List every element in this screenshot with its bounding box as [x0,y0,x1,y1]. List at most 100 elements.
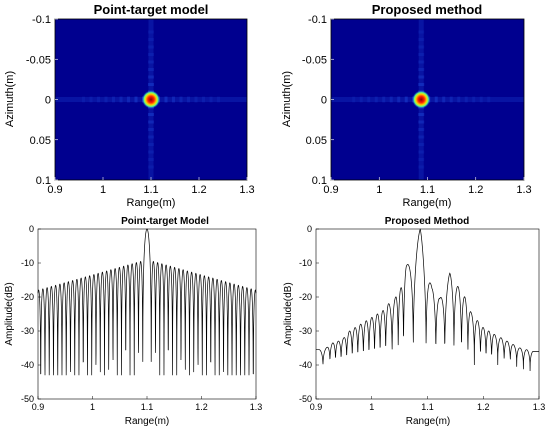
azimuth-sidelobe [418,75,425,79]
y-tick-label: 0 [29,224,34,234]
y-tick-label: 0.1 [312,175,327,187]
y-tick-label: 0.05 [306,135,327,147]
y-tick-label: -10 [299,258,312,268]
heatmap-title: Proposed method [372,2,483,17]
y-tick-label: -30 [299,326,312,336]
y-tick-label: -10 [21,258,34,268]
range-sidelobe [187,96,190,103]
heatmap-panel-point-target: Point-target model 0.9 1 1.1 1.2 1.3 -0.1 -0.0… [4,2,255,209]
heatmap-ylabel: Azimuth(m) [4,71,16,127]
azimuth-sidelobe [418,120,425,124]
line-content [316,228,539,371]
azimuth-sidelobe [148,38,154,41]
range-sidelobe [179,96,183,103]
azimuth-sidelobe [148,83,154,86]
y-tick-label: -0.1 [32,14,51,26]
azimuth-sidelobe [418,135,425,139]
x-tick-label: 1.3 [533,402,546,412]
azimuth-sidelobe [418,113,425,116]
azimuth-sidelobe [418,45,425,49]
x-tick-label: 1.1 [143,184,158,196]
y-tick-label: -30 [21,326,34,336]
azimuth-sidelobe [418,38,425,41]
range-sidelobe [359,96,363,103]
azimuth-sidelobe [418,83,425,86]
line-panel-proposed: Proposed Method 0.9 1 1.1 1.2 1.3 0 -10 -20 -30 -… [283,216,545,427]
azimuth-sidelobe [148,60,154,64]
x-tick-label: 1.2 [195,402,208,412]
y-tick-label: 0.05 [30,135,51,147]
line-ticks: 0.9 1 1.1 1.2 1.3 0 -10 -20 -30 -40 -50 [21,224,262,412]
azimuth-sidelobe [148,128,154,131]
azimuth-sidelobe [148,30,154,34]
azimuth-sidelobe [418,30,425,34]
x-tick-label: 1.2 [191,184,206,196]
y-tick-label: -0.05 [26,54,51,66]
range-sidelobe [194,96,198,103]
x-tick-label: 0.9 [323,184,338,196]
range-sidelobe [352,96,356,103]
heatmap-content [55,19,247,180]
heatmap-title: Point-target model [94,2,209,17]
range-sidelobe [127,96,130,103]
heatmap-ticks: 0.9 1 1.1 1.2 1.3 -0.1 -0.05 0 0.05 0.1 [26,14,255,196]
x-tick-label: 0.9 [310,402,323,412]
heatmap-xlabel: Range(m) [403,197,452,209]
azimuth-sidelobe [418,143,425,146]
azimuth-sidelobe [418,68,425,71]
target-peak [142,90,160,109]
azimuth-sidelobe [148,158,154,161]
heatmap-xlabel: Range(m) [127,197,176,209]
y-tick-label: 0 [45,95,51,107]
y-tick-label: 0 [307,224,312,234]
line-title: Proposed Method [385,216,469,227]
heatmap-ticks: 0.9 1 1.1 1.2 1.3 -0.1 -0.05 0 0.05 0.1 [302,14,532,196]
range-sidelobe [134,96,138,103]
range-sidelobe [97,96,100,103]
range-sidelobe [82,96,85,103]
line-ticks: 0.9 1 1.1 1.2 1.3 0 -10 -20 -30 -40 -50 [299,224,545,412]
azimuth-sidelobe [148,150,154,154]
x-tick-label: 0.9 [32,402,45,412]
range-sidelobe [472,96,476,103]
line-title: Point-target Model [121,216,209,227]
range-sidelobe [404,96,408,103]
range-sidelobe [479,96,483,103]
azimuth-sidelobe [418,150,425,154]
range-sidelobe [172,96,175,103]
heatmap-panel-proposed: Proposed method 0.9 1 1.1 1.2 1.3-0.1-0.0500… [281,2,532,209]
azimuth-sidelobe [418,53,425,56]
y-tick-label: -0.1 [308,14,327,26]
range-sidelobe [112,96,115,103]
azimuth-sidelobe [418,158,425,161]
range-sidelobe [457,96,461,103]
range-sidelobe [217,96,220,103]
azimuth-sidelobe [418,60,425,64]
azimuth-sidelobe [148,113,154,116]
azimuth-sidelobe [148,135,154,139]
azimuth-sidelobe [148,120,154,124]
x-tick-label: 1 [376,184,382,196]
x-tick-label: 1.3 [250,402,263,412]
range-sidelobe [367,96,371,103]
y-tick-label: -20 [21,292,34,302]
azimuth-sidelobe [418,165,425,169]
azimuth-sidelobe [148,143,154,146]
line-ylabel: Amplitude(dB) [283,282,294,345]
range-sidelobe [374,96,378,103]
range-sidelobe [464,96,468,103]
range-sidelobe [104,96,108,103]
range-sidelobe [202,96,205,103]
x-tick-label: 1.2 [468,184,483,196]
range-sidelobe [434,96,438,103]
x-tick-label: 1 [90,402,95,412]
x-tick-label: 1.2 [477,402,490,412]
heatmap-content [331,19,524,180]
range-sidelobe [89,96,93,103]
x-tick-label: 1.3 [516,184,531,196]
x-tick-label: 1 [100,184,106,196]
x-tick-label: 1.1 [420,184,435,196]
y-tick-label: -50 [21,394,34,404]
x-tick-label: 0.9 [47,184,62,196]
